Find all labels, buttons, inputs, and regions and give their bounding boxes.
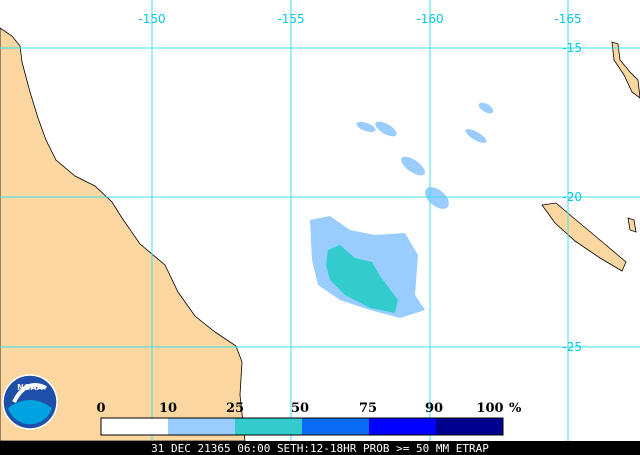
- latitude-label: -20: [562, 190, 582, 204]
- graticule: [0, 0, 640, 441]
- precip-10-25: [478, 102, 494, 114]
- logo-text: NOAA: [17, 383, 43, 392]
- precip-10-25: [425, 187, 449, 209]
- noaa-logo: NOAA: [2, 374, 58, 430]
- legend-label: 50: [291, 401, 309, 416]
- legend-swatch: [369, 418, 436, 435]
- legend-swatch: [235, 418, 302, 435]
- precip-10-25: [465, 129, 487, 143]
- australia: [0, 27, 246, 442]
- caption: 31 DEC 21365 06:00 SETH:12-18HR PROB >= …: [151, 442, 489, 455]
- logo-wave: [8, 400, 52, 425]
- legend-label: 90: [425, 401, 443, 416]
- precip-10-25: [401, 156, 425, 176]
- logo-bird: [12, 383, 47, 403]
- legend: 0 10 25 50 75 90 100 %: [96, 401, 522, 436]
- latitude-label: -25: [562, 340, 582, 354]
- legend-swatch: [302, 418, 369, 435]
- longitude-label: -150: [138, 12, 165, 26]
- legend-swatch: [101, 418, 168, 435]
- legend-label: 100: [476, 401, 503, 416]
- island: [627, 217, 637, 233]
- legend-swatch: [168, 418, 235, 435]
- legend-label: 75: [359, 401, 377, 416]
- caption-bar: [0, 441, 640, 455]
- vanuatu: [611, 41, 640, 99]
- longitude-label: -165: [554, 12, 581, 26]
- legend-unit: %: [509, 401, 522, 416]
- legend-frame: [100, 417, 504, 436]
- legend-label: 0: [96, 401, 105, 416]
- latitude-label: -15: [562, 41, 582, 55]
- legend-label: 25: [226, 401, 244, 416]
- precip-areas: [310, 102, 494, 318]
- legend-swatch: [436, 418, 503, 435]
- precip-10-25: [375, 121, 397, 137]
- legend-label: 10: [159, 401, 177, 416]
- precip-25-50: [326, 245, 398, 313]
- new-caledonia: [541, 202, 627, 272]
- longitude-label: -160: [416, 12, 443, 26]
- longitude-label: -155: [277, 12, 304, 26]
- precip-10-25: [356, 121, 376, 133]
